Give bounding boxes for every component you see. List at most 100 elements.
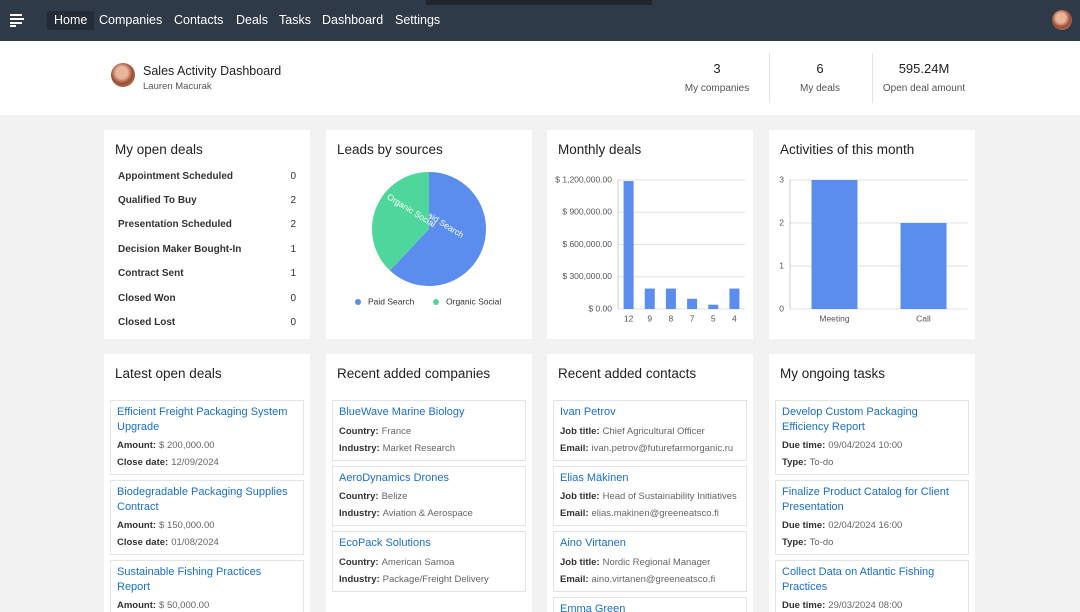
bar	[644, 288, 655, 309]
entry-link[interactable]: Develop Custom Packaging Efficiency Repo…	[782, 406, 918, 433]
entry-field: Country: France	[339, 423, 519, 440]
entry-field: Due time: 02/04/2024 16:00	[782, 517, 962, 534]
field-value: aino.virtanen@greeneatsco.fi	[591, 573, 716, 585]
stat-label: My companies	[684, 83, 750, 94]
deal-stage-row: Contract Sent 1	[118, 262, 296, 286]
entry-link[interactable]: Collect Data on Atlantic Fishing Practic…	[782, 566, 935, 593]
bar-chart: 0 1 2 3 Meeting Call	[779, 174, 968, 323]
stat-label: Open deal amount	[882, 83, 966, 94]
field-label: Country:	[339, 556, 379, 568]
nav-link[interactable]: Deals	[236, 13, 268, 27]
field-label: Amount:	[117, 440, 157, 451]
field-label: Email:	[560, 442, 589, 454]
entry-link[interactable]: EcoPack Solutions	[339, 537, 431, 549]
field-label: Close date:	[117, 457, 169, 468]
entry-link[interactable]: Emma Green	[560, 602, 626, 612]
field-value: elias.makinen@greeneatsco.fi	[591, 508, 719, 519]
x-tick-label: 8	[669, 313, 674, 323]
nav-link[interactable]: Companies	[99, 13, 163, 27]
field-label: Job title:	[560, 491, 600, 502]
item-list: BlueWave Marine Biology Country: France Ind…	[332, 400, 526, 597]
field-value: Nordic Regional Manager	[602, 556, 711, 568]
stage-count: 2	[290, 219, 296, 231]
tasks-card: My ongoing tasks Develop Custom Packaging…	[769, 354, 975, 612]
field-label: Email:	[560, 573, 589, 585]
field-label: Country:	[339, 425, 379, 437]
stage-name: Qualified To Buy	[118, 195, 197, 207]
entry-link[interactable]: BlueWave Marine Biology	[339, 406, 465, 418]
entry-field: Email: elias.makinen@greeneatsco.fi	[560, 505, 740, 522]
field-label: Amount:	[117, 520, 157, 531]
entry-field: Industry: Market Research	[339, 440, 519, 457]
pie-slice	[372, 172, 429, 271]
card-title: Leads by sources	[337, 142, 443, 157]
entry-field: Industry: Package/Freight Delivery	[339, 571, 519, 588]
item-list: Efficient Freight Packaging System Upgra…	[110, 400, 304, 612]
nav-link[interactable]: Contacts	[174, 13, 224, 27]
stage-count: 1	[290, 268, 296, 280]
stat: 595.24M Open deal amount	[874, 61, 974, 94]
card-title: My open deals	[115, 142, 203, 157]
nav-link[interactable]: Dashboard	[322, 13, 384, 27]
entry-link[interactable]: Biodegradable Packaging Supplies Contrac…	[117, 486, 288, 513]
field-value: France	[381, 425, 412, 437]
y-tick-label: $ 600,000.00	[562, 239, 612, 249]
list-entry: BlueWave Marine Biology Country: France Ind…	[332, 400, 526, 461]
field-value: Chief Agricultural Officer	[602, 425, 705, 437]
bar	[665, 288, 676, 309]
entry-link[interactable]: Elias Mäkinen	[560, 471, 629, 484]
stage-count: 1	[290, 243, 296, 255]
divider	[769, 53, 770, 103]
field-label: Industry:	[339, 573, 380, 585]
list-entry: Emma Green	[553, 596, 747, 612]
deal-stage-row: Appointment Scheduled 0	[118, 164, 296, 188]
x-tick-label: Meeting	[819, 313, 850, 323]
field-value: ivan.petrov@futurefarmorganic.ru	[591, 442, 734, 454]
field-value: 01/08/2024	[171, 537, 219, 548]
stage-name: Appointment Scheduled	[118, 170, 233, 182]
card-title: Activities of this month	[780, 142, 915, 157]
list-entry: AeroDynamics Drones Country: Belize Industr…	[332, 465, 526, 526]
entry-link[interactable]: Sustainable Fishing Practices Report	[117, 566, 262, 593]
entry-link[interactable]: Finalize Product Catalog for Client Pres…	[782, 486, 949, 513]
nav-bar: Home Companies Contacts Deals Tasks Dashboard…	[0, 0, 1080, 41]
legend-swatch	[355, 299, 361, 305]
deal-stage-row: Decision Maker Bought-In 1	[118, 237, 296, 261]
user-avatar[interactable]	[1052, 10, 1072, 30]
profile-avatar	[111, 63, 135, 87]
x-tick-label: Call	[916, 313, 931, 323]
menu-icon[interactable]	[10, 14, 24, 27]
stat: 3 My companies	[667, 61, 767, 94]
nav-link[interactable]: Tasks	[279, 13, 311, 27]
header: Sales Activity Dashboard Lauren Macurak …	[0, 41, 1080, 115]
stage-count: 2	[290, 195, 296, 207]
bar	[900, 223, 947, 309]
legend-label: Paid Search	[368, 296, 415, 306]
companies-card: Recent added companies BlueWave Marine Bi…	[326, 354, 532, 612]
leads-card: Paid Search Paid Search Organic Social Orga…	[326, 130, 532, 339]
entry-link[interactable]: AeroDynamics Drones	[339, 471, 450, 484]
entry-field: Job title: Nordic Regional Manager	[560, 554, 740, 571]
list-entry: EcoPack Solutions Country: American Samoa I…	[332, 531, 526, 592]
field-value: Aviation & Aerospace	[382, 508, 473, 519]
entry-link[interactable]: Ivan Petrov	[560, 406, 616, 418]
field-value: 12/09/2024	[171, 457, 219, 468]
nav-link[interactable]: Settings	[395, 13, 441, 27]
field-value: Package/Freight Delivery	[382, 573, 489, 585]
contacts-card: Recent added contacts Ivan Petrov Job titl…	[547, 354, 753, 612]
entry-link[interactable]: Efficient Freight Packaging System Upgra…	[117, 406, 288, 433]
card-title: Recent added contacts	[558, 366, 697, 381]
list-entry: Develop Custom Packaging Efficiency Repo…	[775, 400, 969, 475]
deal-stage-row: Closed Lost 0	[118, 310, 296, 334]
bar	[811, 180, 858, 309]
x-tick-label: 7	[690, 313, 695, 323]
nav-link[interactable]: Home	[47, 11, 95, 30]
card-title: Monthly deals	[558, 142, 642, 157]
entry-field: Email: ivan.petrov@futurefarmorganic.ru	[560, 440, 740, 457]
entry-link[interactable]: Aino Virtanen	[560, 537, 626, 549]
x-tick-label: 5	[711, 313, 716, 323]
card-title: Recent added companies	[337, 366, 491, 381]
y-tick-label: $ 300,000.00	[562, 271, 612, 281]
field-label: Job title:	[560, 556, 600, 568]
field-value: 09/04/2024 10:00	[828, 440, 903, 451]
